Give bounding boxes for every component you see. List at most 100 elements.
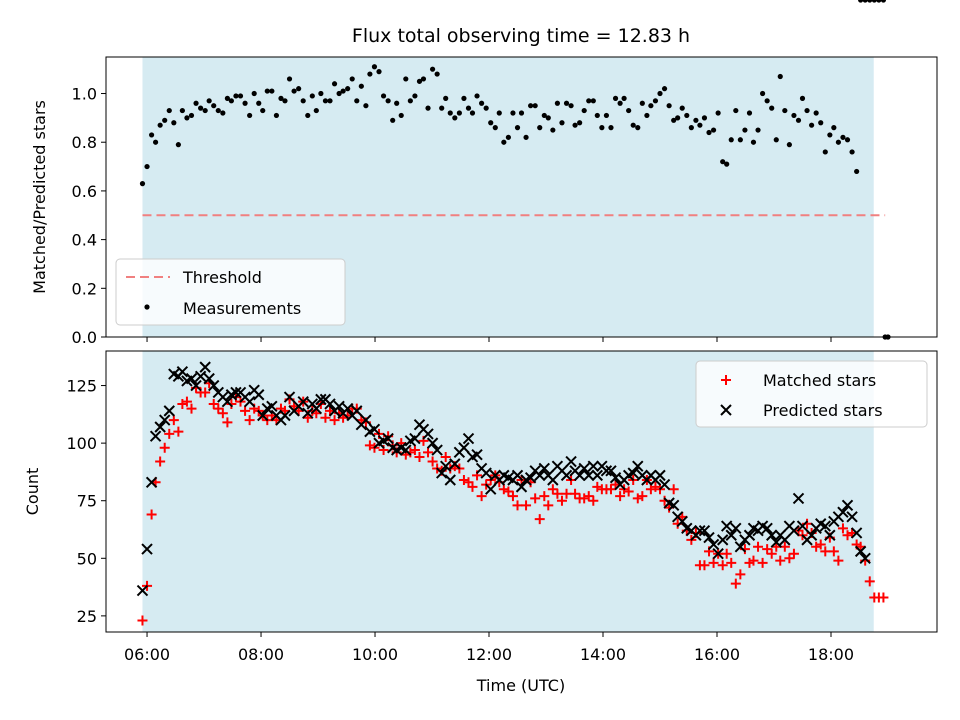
measurements-point	[759, 90, 766, 97]
matched-stars-point	[615, 491, 626, 502]
measurements-point	[626, 107, 632, 114]
matched-stars-point	[650, 481, 661, 492]
measurements-point	[148, 132, 155, 138]
count-y-tick-label: 100	[66, 434, 97, 453]
matched-stars-point	[864, 576, 875, 587]
matched-stars-point	[534, 514, 545, 525]
predicted-stars-point	[788, 524, 800, 537]
measurements-point	[496, 110, 502, 116]
measurements-point	[773, 137, 779, 143]
matched-stars-point	[775, 555, 786, 566]
count-panel-legend: Matched stars Predicted stars	[695, 360, 928, 428]
predicted-stars-point	[850, 527, 863, 539]
matched-stars-point	[364, 440, 375, 451]
predicted-stars-point	[583, 469, 595, 482]
measurements-point	[318, 90, 324, 97]
predicted-stars-point	[859, 552, 871, 565]
matched-stars-point	[570, 488, 581, 499]
matched-stars-point	[320, 412, 331, 423]
matched-stars-point	[837, 523, 848, 534]
predicted-stars-point	[243, 395, 256, 408]
predicted-stars-point	[534, 469, 546, 482]
measurements-point	[367, 71, 373, 77]
matched-stars-point	[440, 451, 451, 462]
predicted-stars-point	[761, 522, 773, 535]
matched-stars-point	[498, 484, 509, 495]
measurements-point	[630, 122, 636, 128]
matched-stars-point	[186, 403, 197, 414]
measurements-point	[260, 107, 266, 114]
measurements-point	[452, 115, 458, 121]
measurements-point	[171, 120, 177, 126]
count-panel: 25 50 75 100 125 06:00 08:00 10:00 12:00 14:00 16…	[23, 350, 938, 664]
measurements-point	[537, 125, 543, 131]
measurements-point	[296, 86, 302, 92]
measurements-point	[398, 112, 404, 119]
measurements-point	[594, 112, 600, 119]
measurements-point	[429, 66, 436, 72]
predicted-stars-point	[565, 455, 577, 468]
x-axis-label: Time (UTC)	[476, 676, 565, 695]
predicted-stars-point	[449, 458, 461, 470]
matched-stars-point	[512, 500, 523, 511]
measurements-point	[242, 100, 248, 106]
x-tick-label: 10:00	[352, 645, 398, 664]
predicted-stars-point	[587, 460, 600, 472]
predicted-stars-point	[462, 432, 475, 445]
predicted-stars-point	[792, 492, 805, 505]
measurements-point	[305, 112, 311, 119]
ratio-y-tick-label: 0.4	[72, 231, 97, 250]
predicted-stars-point	[796, 520, 809, 532]
x-tick-label: 16:00	[694, 645, 740, 664]
measurements-point	[541, 112, 547, 119]
measurements-point	[390, 117, 396, 123]
matched-stars-point	[547, 484, 558, 495]
predicted-stars-point	[547, 474, 559, 486]
measurements-point	[331, 81, 338, 87]
measurements-point	[876, 0, 882, 3]
measurements-point	[510, 110, 516, 116]
measurements-point	[786, 142, 792, 148]
count-y-tick-label: 125	[66, 377, 97, 396]
predicted-stars-point	[560, 469, 573, 482]
predicted-stars-point	[279, 409, 291, 422]
measurements-point	[215, 107, 221, 114]
predicted-stars-point	[698, 524, 711, 537]
measurements-point	[488, 120, 494, 126]
predicted-stars-point	[360, 414, 372, 426]
measurements-point	[858, 0, 864, 3]
measurements-point	[617, 100, 623, 106]
matched-stars-point	[753, 541, 764, 552]
predicted-stars-point	[712, 547, 724, 560]
matched-stars-point	[726, 557, 737, 568]
measurements-point	[523, 134, 529, 140]
measurements-point	[621, 95, 627, 101]
measurements-point	[568, 103, 574, 109]
measurements-point	[657, 90, 663, 97]
predicted-stars-point	[725, 529, 737, 541]
measurements-point	[420, 76, 427, 82]
matched-stars-point	[409, 445, 420, 456]
predicted-stars-point	[141, 543, 153, 555]
predicted-stars-point	[743, 529, 756, 541]
measurements-point	[220, 110, 226, 116]
measurements-point	[644, 112, 650, 119]
legend-predicted-label: Predicted stars	[763, 401, 883, 420]
count-panel-frame	[105, 350, 938, 633]
measurements-point	[688, 125, 694, 131]
measurements-point	[211, 103, 217, 109]
measurements-point	[666, 103, 672, 109]
predicted-stars-point	[136, 584, 149, 597]
matched-stars-point	[730, 578, 741, 589]
predicted-stars-point	[578, 462, 590, 475]
predicted-stars-point	[409, 432, 421, 445]
matched-stars-point	[632, 493, 643, 504]
predicted-stars-point	[185, 372, 198, 385]
predicted-stars-point	[627, 467, 639, 479]
predicted-stars-point	[203, 372, 215, 385]
predicted-stars-point	[819, 520, 831, 532]
matched-stars-point	[213, 403, 224, 414]
ratio-panel-y-axis-label: Matched/Predicted stars	[30, 100, 49, 294]
measurements-point	[282, 98, 288, 104]
predicted-stars-point	[310, 402, 323, 415]
